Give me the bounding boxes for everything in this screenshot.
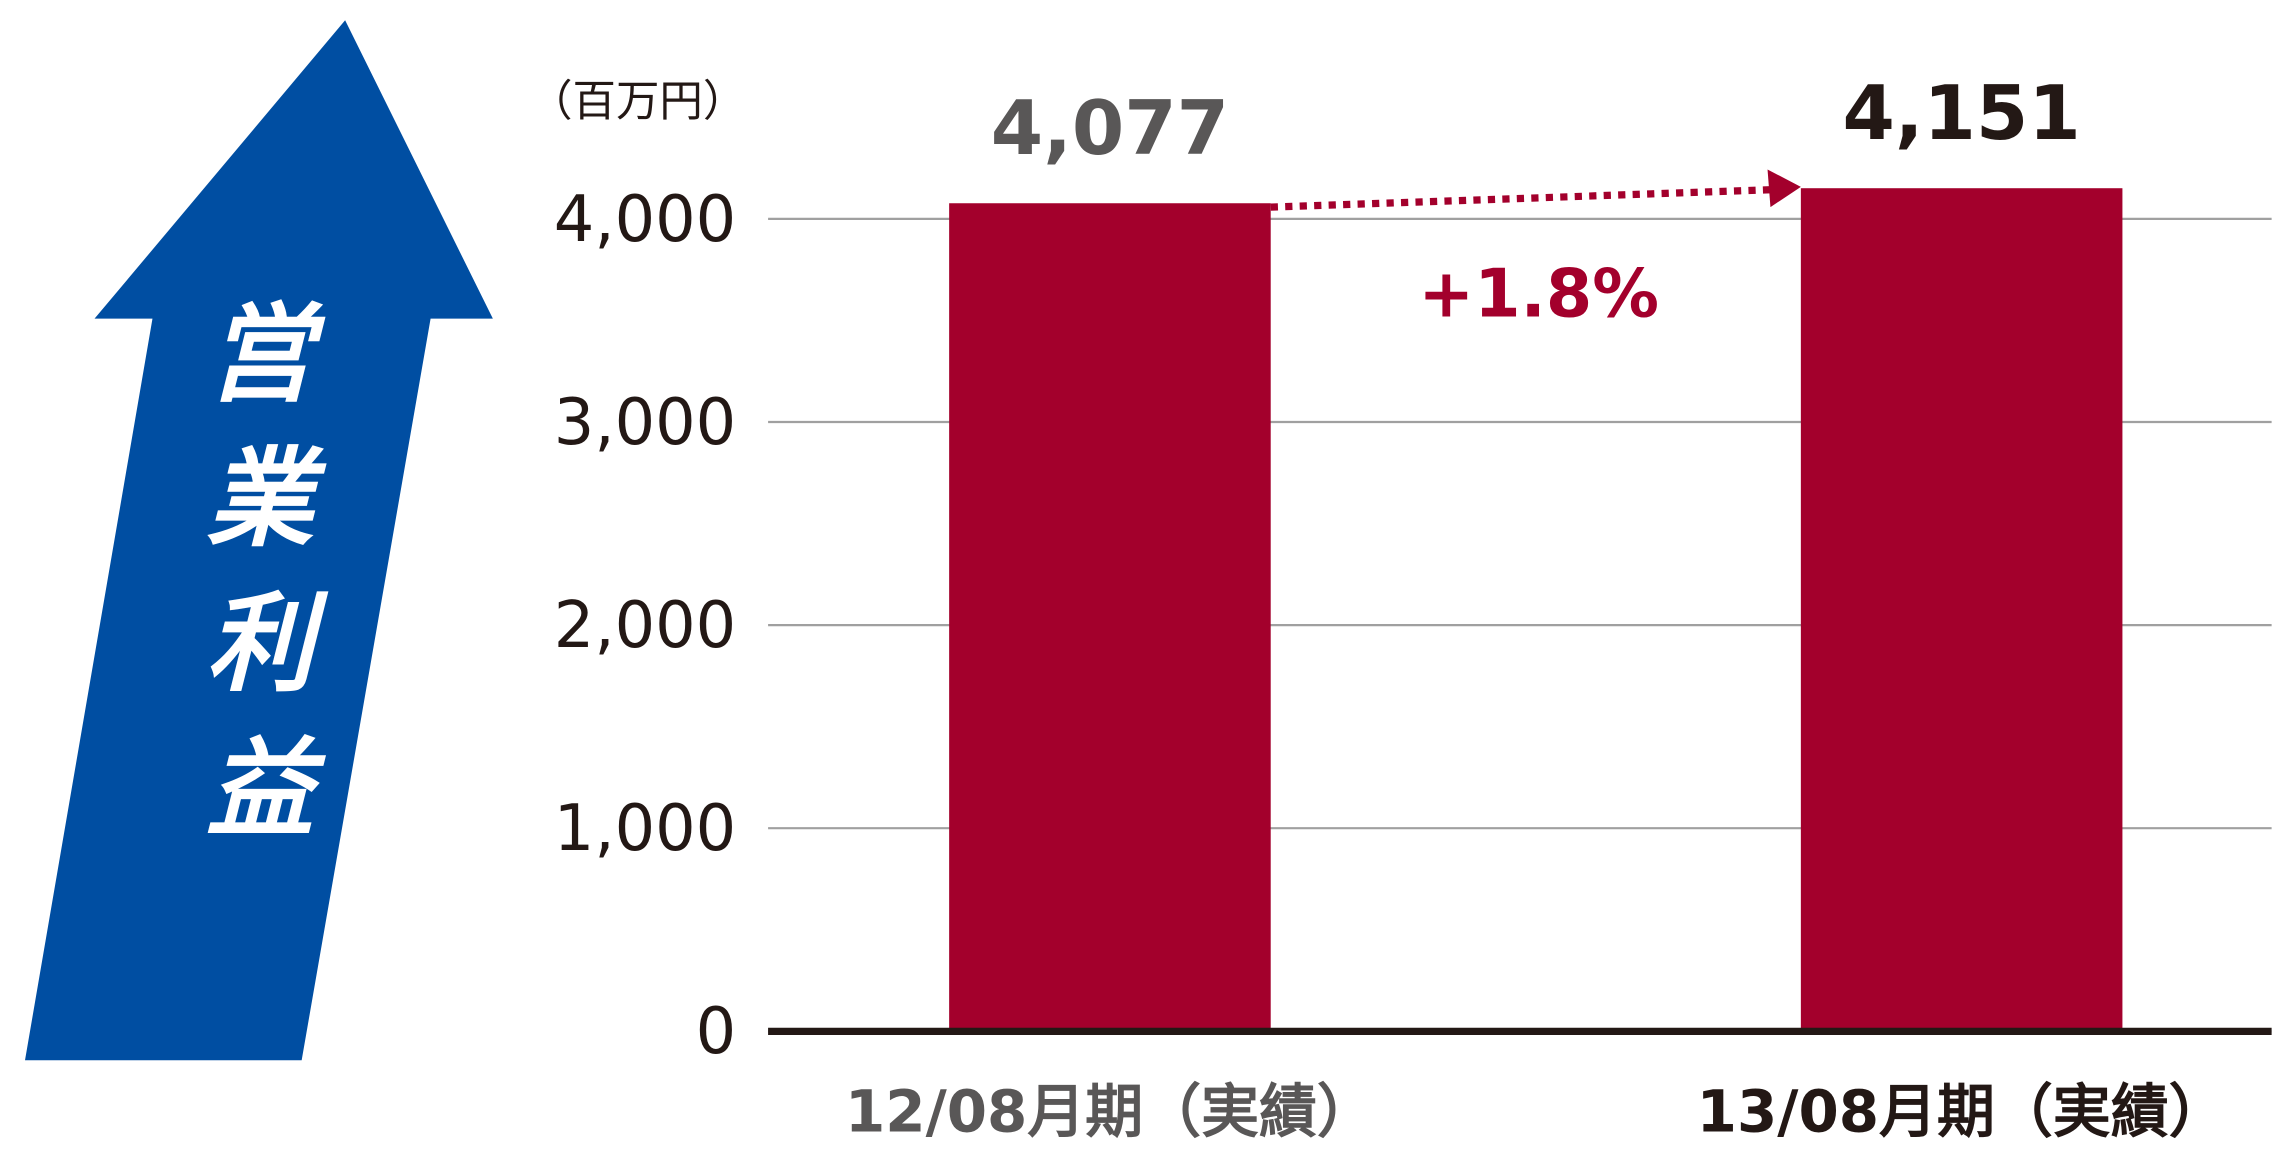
x-tick-label: 12/08月期（実績） [845,1077,1375,1145]
y-tick-label: 4,000 [554,183,736,257]
plot: 0 1,000 2,000 3,000 4,000 4,077 12/08月期（実績） 4,1… [554,69,2272,1145]
y-label: 営業利益 [188,297,314,876]
change-arrow [1270,186,1771,211]
change-arrow-head [1767,169,1801,208]
side-arrow [25,20,493,1061]
unit-label: （百万円） [529,77,746,127]
y-tick-label: 2,000 [554,589,736,663]
bar [1800,188,2123,1032]
value-label: 4,151 [1843,69,2081,157]
annotation: +1.8% [1418,254,1659,332]
x-tick-label: 13/08月期（実績） [1697,1077,2227,1145]
y-tick-label: 0 [696,995,737,1069]
y-tick-label: 1,000 [554,792,736,866]
bar [949,203,1271,1032]
value-label: 4,077 [991,84,1229,172]
y-tick-label: 3,000 [554,386,736,460]
